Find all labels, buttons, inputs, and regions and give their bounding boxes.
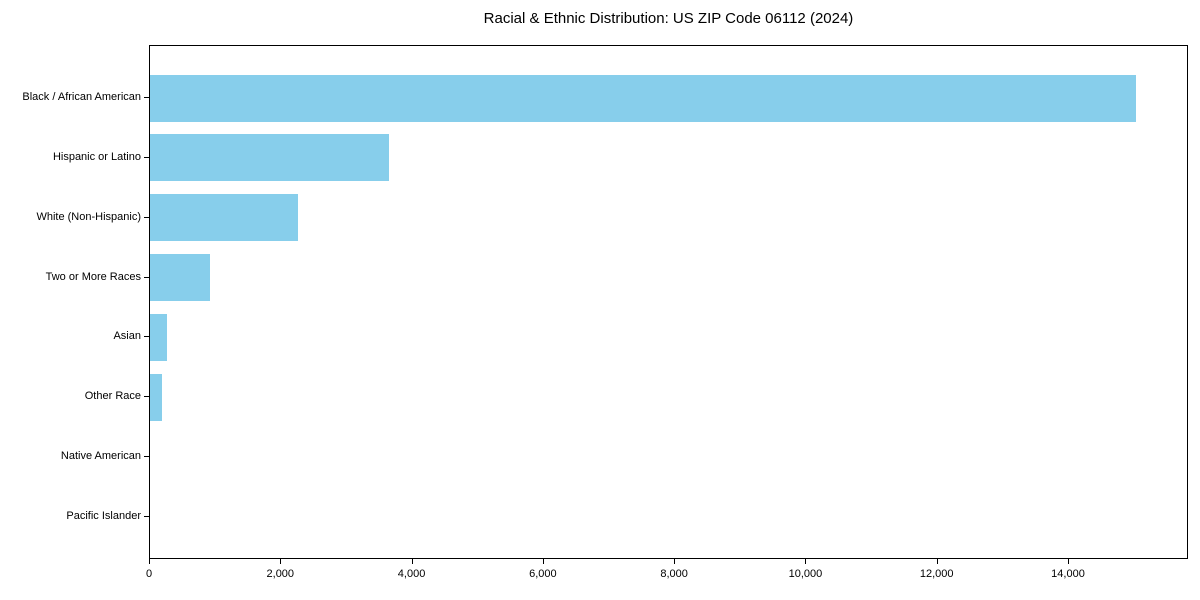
x-tick-label-2000: 2,000 [266, 568, 295, 580]
y-tick-mark [144, 156, 149, 158]
y-tick-mark [144, 516, 149, 518]
x-tick-label-4000: 4,000 [397, 568, 426, 580]
plot-area [149, 45, 1188, 559]
x-tick-mark [1068, 559, 1069, 564]
y-axis-label-two-or-more-races: Two or More Races [45, 270, 141, 283]
x-tick-mark [936, 559, 938, 564]
x-tick-mark [280, 559, 282, 564]
chart-title: Racial & Ethnic Distribution: US ZIP Cod… [483, 10, 854, 27]
x-tick-mark [674, 559, 676, 564]
x-tick-mark [149, 559, 150, 564]
bar-other-race [150, 373, 163, 421]
y-axis-label-black-african-american: Black / African American [22, 91, 141, 103]
y-axis-label-asian: Asian [113, 330, 141, 343]
x-tick-mark [542, 559, 544, 564]
bar-asian [150, 313, 168, 361]
x-tick-mark [411, 559, 413, 564]
y-axis-label-hispanic-or-latino: Hispanic or Latino [52, 150, 141, 163]
y-tick-mark [144, 276, 149, 278]
x-tick-label-8000: 8,000 [660, 568, 688, 580]
y-tick-mark [144, 336, 149, 338]
x-tick-mark [805, 559, 807, 564]
x-tick-label-6000: 6,000 [529, 568, 557, 580]
y-axis-label-native-american: Native American [60, 450, 141, 463]
x-tick-label-14000: 14,000 [1051, 568, 1085, 580]
y-axis-label-pacific-islander: Pacific Islander [66, 510, 141, 523]
y-tick-mark [144, 216, 149, 218]
bar-two-or-more-races [150, 254, 211, 302]
bar-black-african-american [150, 74, 1136, 122]
y-axis-label-other-race: Other Race [84, 390, 141, 403]
y-tick-mark [144, 97, 149, 98]
bar-white-non-hispanic [150, 194, 298, 242]
x-tick-label-12000: 12,000 [919, 568, 954, 580]
y-tick-mark [144, 396, 149, 398]
x-tick-label-10000: 10,000 [788, 568, 823, 580]
bar-hispanic-or-latino [150, 134, 389, 182]
y-tick-mark [144, 456, 149, 458]
y-axis-label-white-non-hispanic: White (Non-Hispanic) [36, 210, 141, 223]
x-tick-label-0: 0 [145, 568, 153, 580]
